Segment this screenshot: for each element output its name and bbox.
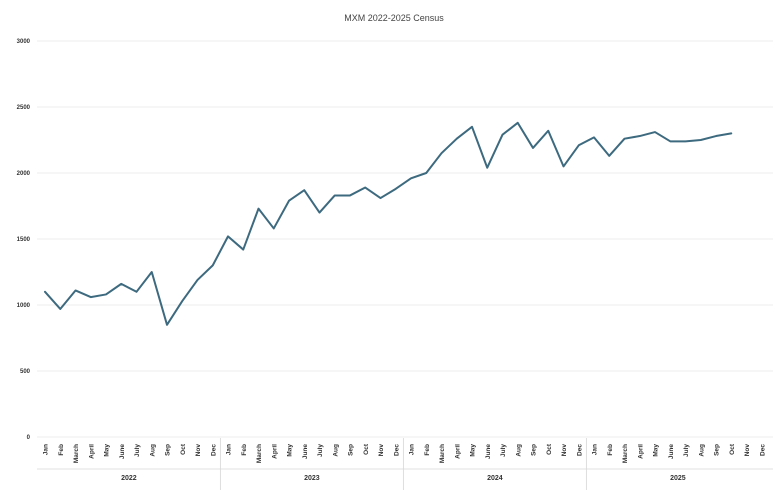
x-tick-label-2023-aug: Aug: [332, 444, 339, 457]
chart-title: MXM 2022-2025 Census: [344, 13, 444, 23]
y-tick-label-2000: 2000: [17, 171, 31, 177]
y-tick-label-1500: 1500: [17, 237, 31, 243]
x-tick-label-2023-sep: Sep: [348, 444, 355, 456]
x-tick-label-2024-sep: Sep: [531, 444, 538, 456]
x-tick-label-2023-may: May: [287, 444, 294, 457]
x-tick-label-2023-feb: Feb: [241, 444, 248, 456]
y-tick-label-2500: 2500: [17, 105, 31, 111]
x-tick-label-2025-june: June: [668, 444, 675, 460]
x-tick-label-2025-aug: Aug: [698, 444, 705, 457]
x-tick-label-2023-april: April: [271, 444, 278, 459]
x-tick-label-2025-nov: Nov: [744, 444, 751, 457]
x-tick-label-2025-may: May: [653, 444, 660, 457]
x-tick-label-2023-dec: Dec: [393, 444, 400, 456]
x-tick-label-2023-june: June: [302, 444, 309, 460]
x-tick-label-2022-feb: Feb: [58, 444, 65, 456]
x-tick-label-2024-nov: Nov: [561, 444, 568, 457]
x-axis: Jan Feb March April May June July Aug Sep Oct Nov D…: [37, 438, 773, 490]
x-tick-label-2023-oct: Oct: [363, 443, 370, 455]
y-axis-tick-labels: 0 500 1000 1500 2000 2500 3000: [17, 39, 31, 441]
x-tick-label-2025-oct: Oct: [729, 443, 736, 455]
x-tick-label-2023-nov: Nov: [378, 444, 385, 457]
x-tick-label-2025-jan: Jan: [592, 444, 599, 455]
x-tick-label-2022-july: July: [134, 444, 141, 457]
series-line-0: [44, 121, 733, 326]
x-tick-label-2025-march: March: [622, 444, 629, 463]
x-tick-label-2024-may: May: [470, 444, 477, 457]
x-tick-label-2023-march: March: [256, 444, 263, 463]
y-tick-label-3000: 3000: [17, 39, 31, 45]
x-tick-label-2024-oct: Oct: [546, 443, 553, 455]
x-tick-label-2025-july: July: [683, 444, 690, 457]
x-tick-label-2024-june: June: [485, 444, 492, 460]
x-tick-label-2022-oct: Oct: [180, 443, 187, 455]
y-tick-label-500: 500: [20, 369, 31, 375]
x-tick-label-2024-april: April: [454, 444, 461, 459]
x-tick-label-2025-dec: Dec: [759, 444, 766, 456]
x-tick-label-2022-jan: Jan: [43, 444, 50, 455]
x-tick-label-2023-jan: Jan: [226, 444, 233, 455]
year-label-2025: 2025: [670, 475, 686, 482]
x-tick-label-2024-march: March: [439, 444, 446, 463]
x-tick-label-2023-july: July: [317, 444, 324, 457]
x-tick-label-2025-april: April: [637, 444, 644, 459]
x-tick-label-2025-sep: Sep: [714, 444, 721, 456]
x-tick-label-2022-may: May: [104, 444, 111, 457]
x-tick-label-2024-aug: Aug: [515, 444, 522, 457]
x-tick-label-2022-dec: Dec: [210, 444, 217, 456]
gridlines: [37, 40, 773, 438]
x-tick-label-2022-aug: Aug: [149, 444, 156, 457]
series-layer: [44, 121, 733, 326]
x-tick-label-2022-sep: Sep: [165, 444, 172, 456]
x-tick-label-2024-jan: Jan: [409, 444, 416, 455]
y-tick-label-0: 0: [27, 435, 31, 441]
year-label-2023: 2023: [304, 475, 320, 482]
year-label-2022: 2022: [121, 475, 137, 482]
x-tick-label-2022-march: March: [73, 444, 80, 463]
x-tick-label-2025-feb: Feb: [607, 444, 614, 456]
x-tick-label-2024-dec: Dec: [576, 444, 583, 456]
year-label-2024: 2024: [487, 475, 503, 482]
y-tick-label-1000: 1000: [17, 303, 31, 309]
x-tick-label-2024-july: July: [500, 444, 507, 457]
x-tick-label-2024-feb: Feb: [424, 444, 431, 456]
x-tick-label-2022-june: June: [119, 444, 126, 460]
x-tick-label-2022-nov: Nov: [195, 444, 202, 457]
x-tick-label-2022-april: April: [88, 444, 95, 459]
